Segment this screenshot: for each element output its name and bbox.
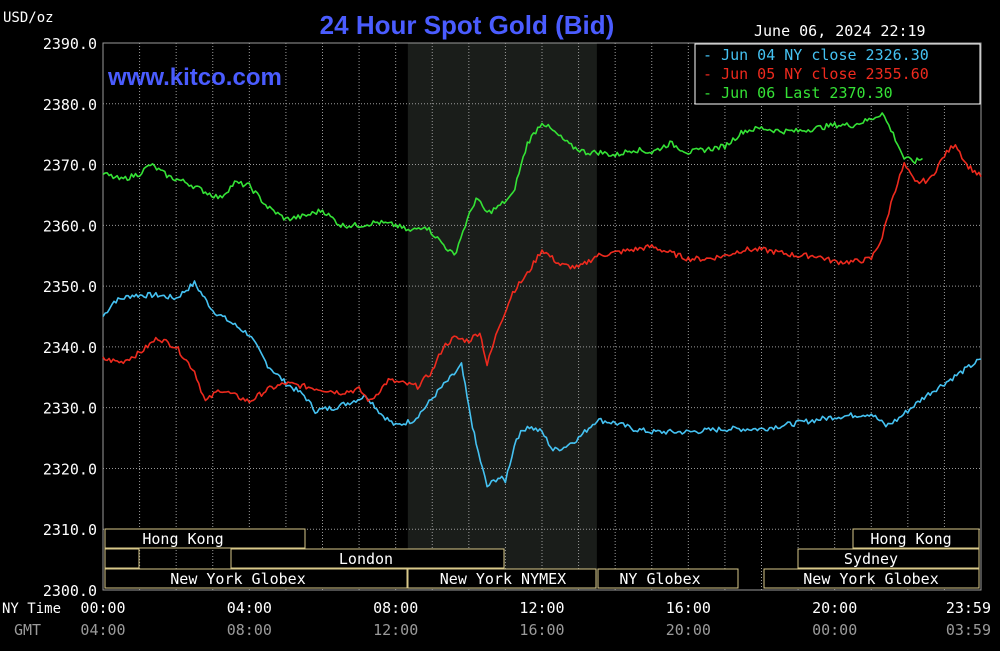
x-tick-label-ny: 04:00 [227, 599, 272, 617]
session-hong-kong-2-label: Hong Kong [870, 530, 951, 548]
x-tick-label-gmt: 12:00 [373, 621, 418, 639]
timestamp: June 06, 2024 22:19 [754, 22, 926, 40]
session-ny-globex-2 [763, 568, 980, 589]
x-tick-label-ny: 00:00 [80, 599, 125, 617]
y-axis-labels: 2390.0 2380.0 2370.0 2360.0 2350.0 2340.0 2330… [43, 35, 97, 600]
legend-series-1: - Jun 04 NY close 2326.30 [703, 46, 929, 64]
session-ny-globex [104, 568, 408, 589]
website-watermark: www.kitco.com [107, 64, 282, 91]
x-tick-label-ny: 16:00 [666, 599, 711, 617]
chart-legend: - Jun 04 NY close 2326.30 - Jun 05 NY cl… [694, 43, 981, 105]
y-tick-label: 2330.0 [43, 400, 97, 418]
x-tick-label-ny: 08:00 [373, 599, 418, 617]
session-london-label: London [339, 550, 393, 568]
session-sydney [797, 548, 980, 569]
series-group [102, 112, 982, 488]
x-tick-label-gmt: 08:00 [227, 621, 272, 639]
x-tick-label-ny: 20:00 [812, 599, 857, 617]
y-tick-label: 2360.0 [43, 217, 97, 235]
y-tick-label: 2370.0 [43, 157, 97, 175]
y-tick-label: 2340.0 [43, 339, 97, 357]
unit-label: USD/oz [3, 10, 54, 26]
y-tick-label: 2380.0 [43, 96, 97, 114]
x-tick-label-gmt: 00:00 [812, 621, 857, 639]
session-ny-globex-2-label: New York Globex [803, 570, 938, 588]
session-ny-globex-short-label: NY Globex [619, 570, 700, 588]
session-hong-kong [104, 528, 306, 549]
y-tick-label: 2350.0 [43, 278, 97, 296]
session-ny-nymex [407, 568, 597, 589]
series-line-2 [102, 144, 982, 404]
x-tick-label-gmt: 03:59 [946, 621, 991, 639]
session-ny-nymex-label: New York NYMEX [440, 570, 566, 588]
gmt-label: GMT [14, 621, 41, 639]
legend-series-3-label: Jun 06 Last 2370.30 [721, 84, 893, 102]
session-london-prev [104, 548, 140, 569]
legend-series-1-label: Jun 04 NY close 2326.30 [721, 46, 929, 64]
x-tick-label-gmt: 20:00 [666, 621, 711, 639]
session-ny-globex-short [597, 568, 739, 589]
legend-series-3: - Jun 06 Last 2370.30 [703, 84, 893, 102]
legend-series-2: - Jun 05 NY close 2355.60 [703, 65, 929, 83]
x-tick-label-ny: 23:59 [946, 599, 991, 617]
y-tick-label: 2320.0 [43, 460, 97, 478]
legend-box [694, 43, 981, 105]
chart-grid [103, 43, 981, 590]
session-hong-kong-label: Hong Kong [142, 530, 223, 548]
x-tick-label-ny: 12:00 [519, 599, 564, 617]
ny-time-label: NY Time [2, 601, 61, 617]
nymex-shaded-region [407, 43, 597, 590]
x-tick-label-gmt: 16:00 [519, 621, 564, 639]
x-axis-labels: 00:00 04:00 04:00 08:00 08:00 12:00 12:00 16:00… [80, 599, 991, 639]
session-ny-globex-label: New York Globex [170, 570, 305, 588]
series-line-3 [102, 112, 923, 256]
series-line-1 [102, 280, 982, 488]
y-tick-label: 2390.0 [43, 35, 97, 53]
session-hong-kong-2 [852, 528, 980, 549]
chart-title: 24 Hour Spot Gold (Bid) [320, 10, 615, 40]
y-tick-label: 2310.0 [43, 521, 97, 539]
x-tick-label-gmt: 04:00 [80, 621, 125, 639]
legend-series-2-label: Jun 05 NY close 2355.60 [721, 65, 929, 83]
session-london [230, 548, 505, 569]
trading-sessions: Hong Kong London New York Globex New Yor… [104, 528, 980, 589]
y-tick-label: 2300.0 [43, 582, 97, 600]
session-sydney-label: Sydney [844, 550, 898, 568]
